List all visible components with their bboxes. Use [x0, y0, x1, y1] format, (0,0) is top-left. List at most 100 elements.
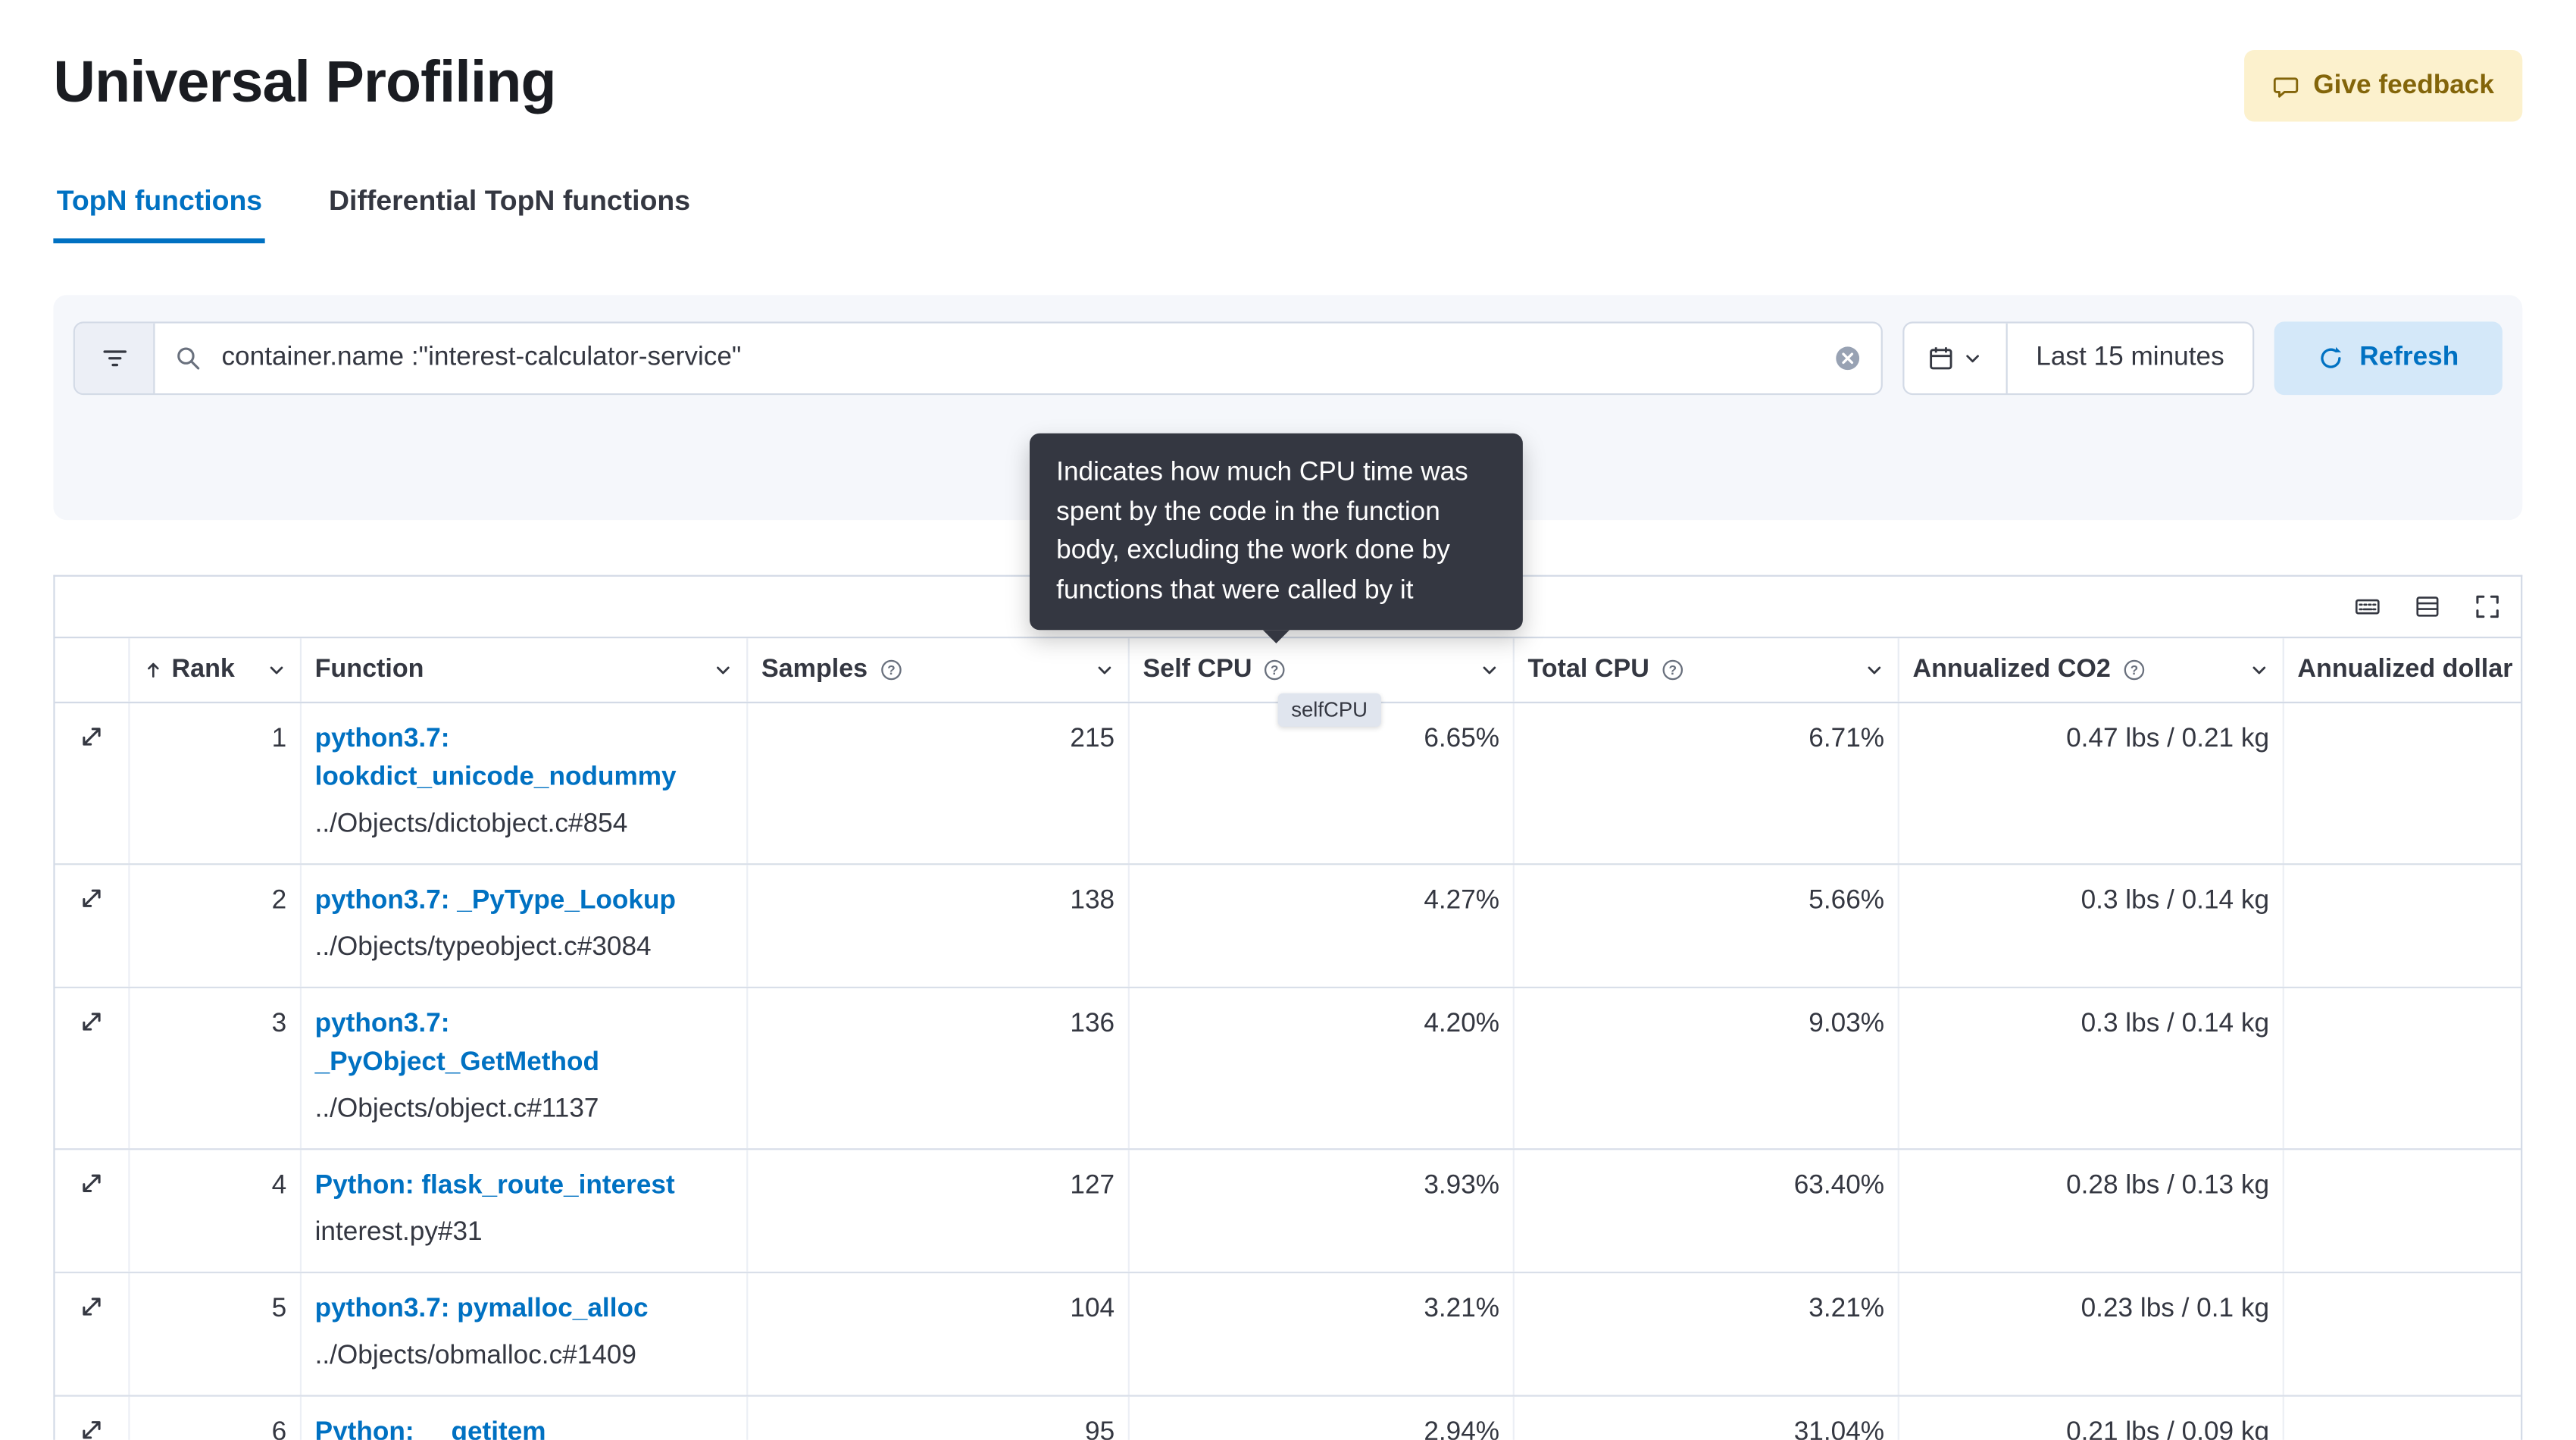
function-cell: Python: __getitem__ os.py#679 — [302, 1396, 749, 1440]
expand-cell — [55, 988, 130, 1149]
self-cpu-cell: 3.93% — [1130, 1150, 1515, 1272]
tooltip-arrow — [1262, 630, 1290, 643]
total-cpu-cell: 31.04% — [1515, 1396, 1899, 1440]
rank-cell: 5 — [130, 1273, 302, 1395]
search-input[interactable] — [218, 341, 1818, 375]
table-row: 1 python3.7: lookdict_unicode_nodummy ..… — [55, 703, 2521, 866]
expand-row-button[interactable] — [78, 1293, 105, 1319]
dollar-cell — [2284, 1150, 2521, 1272]
rank-cell: 4 — [130, 1150, 302, 1272]
function-path: ../Objects/object.c#1137 — [314, 1094, 599, 1124]
header-samples-label: Samples — [761, 655, 868, 684]
expand-row-button[interactable] — [78, 1008, 105, 1035]
header-annualized-co2-label: Annualized CO2 — [1912, 655, 2111, 684]
function-cell: Python: flask_route_interest interest.py… — [302, 1150, 749, 1272]
table-row: 5 python3.7: pymalloc_alloc ../Objects/o… — [55, 1273, 2521, 1397]
rank-cell: 3 — [130, 988, 302, 1149]
clear-search-button[interactable] — [1834, 345, 1861, 371]
rank-cell: 2 — [130, 865, 302, 987]
expand-icon — [78, 1008, 105, 1035]
give-feedback-button[interactable]: Give feedback — [2243, 49, 2523, 122]
dollar-cell — [2284, 703, 2521, 863]
expand-row-button[interactable] — [78, 1170, 105, 1197]
chevron-down-icon — [1865, 660, 1884, 680]
header-annualized-dollar[interactable]: Annualized dollar c — [2284, 638, 2521, 702]
give-feedback-label: Give feedback — [2313, 70, 2494, 99]
chevron-down-icon — [1095, 660, 1114, 680]
fullscreen-button[interactable] — [2474, 593, 2501, 620]
tabs-bar: TopN functions Differential TopN functio… — [53, 168, 2522, 244]
header-samples[interactable]: Samples — [748, 638, 1130, 702]
co2-cell: 0.21 lbs / 0.09 kg — [1899, 1396, 2284, 1440]
table-row: 4 Python: flask_route_interest interest.… — [55, 1150, 2521, 1274]
self-cpu-cell: 4.20% — [1130, 988, 1515, 1149]
function-link[interactable]: Python: __getitem__ — [314, 1418, 576, 1440]
total-cpu-cell: 3.21% — [1515, 1273, 1899, 1395]
chevron-down-icon — [267, 660, 286, 680]
help-icon[interactable] — [2122, 659, 2146, 682]
table-row: 2 python3.7: _PyType_Lookup ../Objects/t… — [55, 865, 2521, 989]
help-icon[interactable] — [880, 659, 903, 682]
search-icon — [175, 345, 202, 371]
rank-cell: 6 — [130, 1396, 302, 1440]
function-link[interactable]: python3.7: _PyType_Lookup — [314, 886, 676, 916]
header-annualized-co2[interactable]: Annualized CO2 — [1899, 638, 2284, 702]
function-link[interactable]: python3.7: lookdict_unicode_nodummy — [314, 725, 677, 792]
header-rank[interactable]: Rank — [130, 638, 302, 702]
function-cell: python3.7: _PyObject_GetMethod ../Object… — [302, 988, 749, 1149]
expand-cell — [55, 1396, 130, 1440]
header-total-cpu-label: Total CPU — [1527, 655, 1649, 684]
expand-row-button[interactable] — [78, 723, 105, 750]
date-popover-button[interactable] — [1905, 323, 2008, 393]
display-options-button[interactable] — [2414, 593, 2440, 620]
time-range-button[interactable]: Last 15 minutes — [2008, 324, 2252, 393]
self-cpu-cell: 6.65% — [1130, 703, 1515, 864]
function-cell: python3.7: _PyType_Lookup ../Objects/typ… — [302, 865, 749, 987]
samples-cell: 215 — [748, 703, 1130, 864]
search-group — [73, 321, 1883, 396]
co2-cell: 0.28 lbs / 0.13 kg — [1899, 1150, 2284, 1272]
dollar-cell — [2284, 988, 2521, 1148]
header-function-label: Function — [314, 655, 424, 684]
filter-row: Last 15 minutes Refresh — [73, 321, 2503, 396]
function-path: ../Objects/dictobject.c#854 — [314, 809, 628, 839]
expand-icon — [78, 1170, 105, 1197]
tab-differential-topn-functions[interactable]: Differential TopN functions — [326, 168, 694, 243]
header-self-cpu[interactable]: Self CPU — [1130, 638, 1515, 702]
date-picker-group: Last 15 minutes — [1902, 321, 2255, 396]
expand-row-button[interactable] — [78, 885, 105, 912]
refresh-button[interactable]: Refresh — [2274, 321, 2503, 396]
samples-cell: 136 — [748, 988, 1130, 1149]
function-cell: python3.7: lookdict_unicode_nodummy ../O… — [302, 703, 749, 864]
header-expand-column — [55, 638, 130, 702]
function-link[interactable]: python3.7: pymalloc_alloc — [314, 1294, 649, 1324]
total-cpu-cell: 63.40% — [1515, 1150, 1899, 1272]
refresh-icon — [2318, 345, 2344, 371]
expand-cell — [55, 1150, 130, 1272]
expand-icon — [78, 723, 105, 750]
self-cpu-field-badge: selfCPU — [1277, 693, 1381, 727]
table-display-icon — [2414, 593, 2440, 620]
page-header: Universal Profiling Give feedback — [0, 0, 2576, 122]
self-cpu-cell: 3.21% — [1130, 1273, 1515, 1395]
function-path: ../Objects/obmalloc.c#1409 — [314, 1341, 637, 1370]
chevron-down-icon — [2249, 660, 2269, 680]
tab-topn-functions[interactable]: TopN functions — [53, 168, 266, 244]
help-icon[interactable] — [1661, 659, 1684, 682]
header-total-cpu[interactable]: Total CPU — [1515, 638, 1899, 702]
function-link[interactable]: python3.7: _PyObject_GetMethod — [314, 1010, 599, 1077]
self-cpu-cell: 2.94% — [1130, 1396, 1515, 1440]
help-icon[interactable] — [1264, 659, 1287, 682]
expand-row-button[interactable] — [78, 1417, 105, 1440]
function-link[interactable]: Python: flask_route_interest — [314, 1171, 675, 1201]
header-self-cpu-label: Self CPU — [1143, 655, 1252, 684]
keyboard-shortcuts-button[interactable] — [2354, 593, 2381, 620]
chevron-down-icon — [1480, 660, 1499, 680]
header-function[interactable]: Function — [302, 638, 749, 702]
self-cpu-cell: 4.27% — [1130, 865, 1515, 987]
table-row: 3 python3.7: _PyObject_GetMethod ../Obje… — [55, 988, 2521, 1150]
filter-button[interactable] — [74, 323, 155, 393]
expand-cell — [55, 1273, 130, 1395]
filter-panel: Last 15 minutes Refresh — [53, 295, 2523, 521]
